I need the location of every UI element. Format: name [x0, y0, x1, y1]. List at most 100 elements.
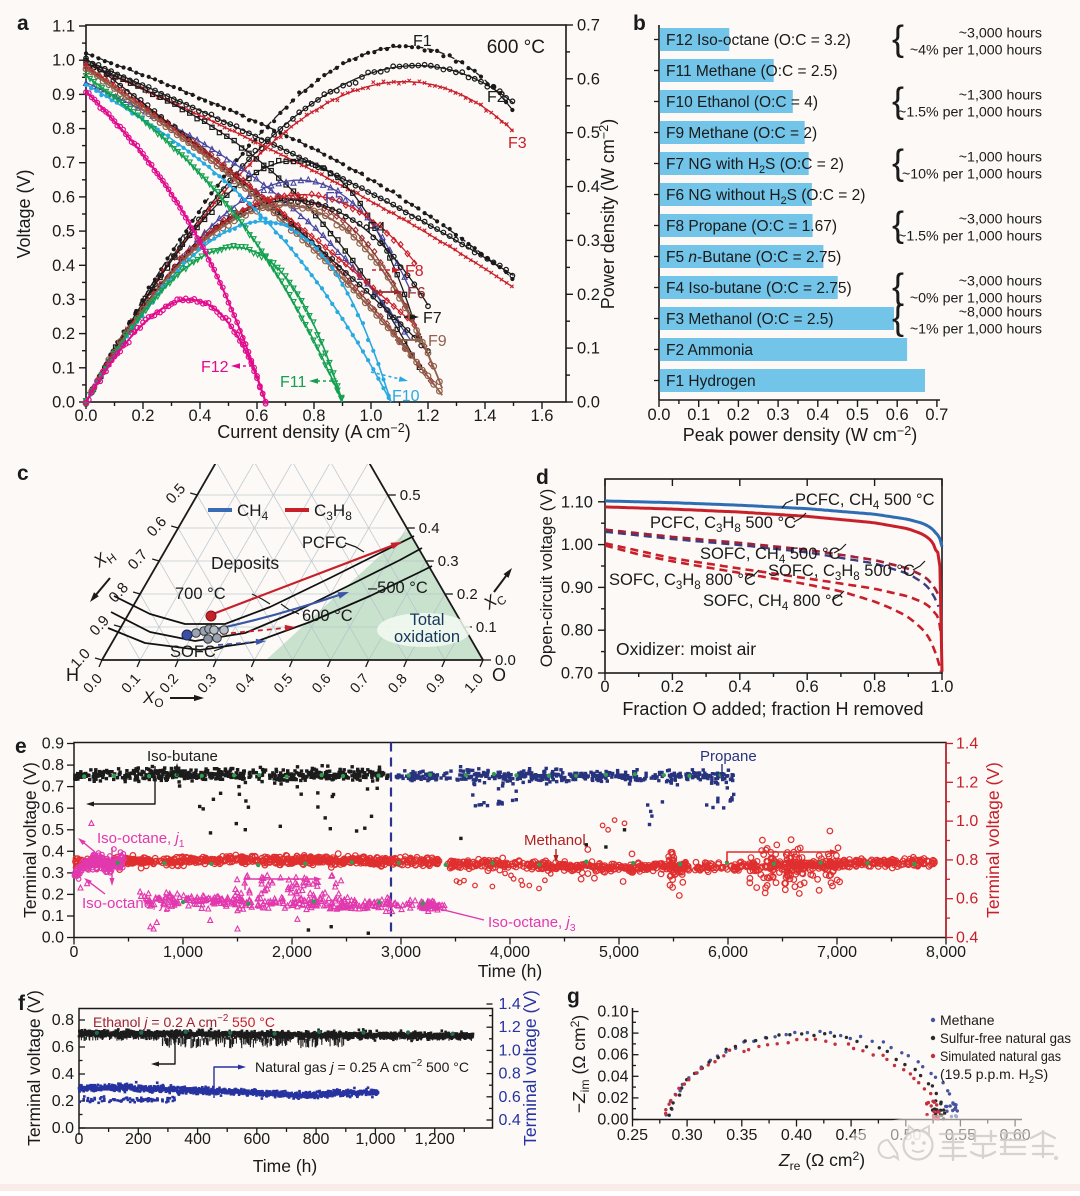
svg-text:F9 Methane (O:C = 2): F9 Methane (O:C = 2) [666, 125, 817, 142]
svg-text:0.2: 0.2 [52, 325, 75, 343]
svg-text:Terminal voltage (V): Terminal voltage (V) [983, 762, 1003, 918]
svg-text:~1,000 hours: ~1,000 hours [959, 150, 1042, 166]
svg-text:550 °C: 550 °C [232, 1014, 275, 1030]
svg-text:Methanol: Methanol [524, 832, 586, 849]
svg-text:0.2: 0.2 [577, 286, 600, 304]
svg-text:0.2: 0.2 [727, 406, 750, 424]
svg-text:0.4: 0.4 [189, 407, 212, 425]
svg-text:0.8: 0.8 [499, 1066, 521, 1083]
svg-text:SOFC: SOFC [170, 643, 216, 661]
svg-text:F6: F6 [407, 285, 426, 302]
svg-text:0.6: 0.6 [499, 1089, 521, 1106]
svg-text:F5: F5 [325, 190, 344, 207]
svg-text:0.8: 0.8 [52, 120, 75, 138]
svg-text:PCFC, C3H8 500 °C: PCFC, C3H8 500 °C [650, 514, 796, 535]
svg-text:O: O [492, 665, 506, 685]
svg-text:Propane: Propane [700, 748, 757, 765]
svg-text:oxidation: oxidation [394, 628, 460, 646]
svg-text:1.0: 1.0 [499, 1042, 521, 1059]
svg-text:0.5: 0.5 [52, 223, 75, 241]
svg-text:Natural gas j = 0.25 A cm−2: Natural gas j = 0.25 A cm−2 [255, 1058, 422, 1075]
svg-text:SOFC, C3H8 800 °C: SOFC, C3H8 800 °C [609, 571, 756, 592]
svg-text:0: 0 [75, 1131, 84, 1148]
svg-text:F7: F7 [423, 310, 442, 327]
svg-text:0.10: 0.10 [597, 1004, 628, 1021]
svg-text:0.0: 0.0 [52, 1120, 74, 1137]
svg-text:0.6: 0.6 [956, 891, 978, 908]
svg-text:SOFC, CH4 800 °C: SOFC, CH4 800 °C [703, 592, 844, 613]
svg-text:1.4: 1.4 [956, 736, 978, 753]
svg-text:0.0: 0.0 [42, 930, 64, 947]
svg-text:0.7: 0.7 [925, 406, 948, 424]
svg-text:1.2: 1.2 [956, 774, 978, 791]
svg-text:0.1: 0.1 [577, 340, 600, 358]
svg-text:0.30: 0.30 [672, 1127, 703, 1144]
svg-text:0.70: 0.70 [561, 665, 593, 683]
svg-text:a: a [17, 12, 29, 35]
svg-text:1.4: 1.4 [474, 407, 497, 425]
svg-text:0.3: 0.3 [577, 232, 600, 250]
svg-text:0.3: 0.3 [438, 553, 459, 570]
svg-text:0.1: 0.1 [52, 359, 75, 377]
svg-text:0.04: 0.04 [597, 1068, 628, 1085]
svg-text:1.4: 1.4 [499, 996, 521, 1013]
svg-text:800: 800 [303, 1131, 330, 1148]
svg-text:0.2: 0.2 [42, 886, 64, 903]
svg-text:F5 n-Butane (O:C = 2.75): F5 n-Butane (O:C = 2.75) [666, 249, 841, 266]
svg-text:Time (h): Time (h) [253, 1156, 318, 1176]
svg-text:400: 400 [184, 1131, 211, 1148]
svg-text:Fraction O added; fraction H r: Fraction O added; fraction H removed [622, 699, 923, 719]
svg-text:700 °C: 700 °C [175, 585, 226, 603]
svg-text:Iso-butane: Iso-butane [147, 748, 218, 765]
svg-text:~10% per 1,000 hours: ~10% per 1,000 hours [902, 167, 1042, 183]
svg-text:0.0: 0.0 [648, 406, 671, 424]
svg-text:Simulated natural gas: Simulated natural gas [940, 1048, 1061, 1064]
svg-text:7,000: 7,000 [817, 944, 857, 961]
svg-text:~1.5% per 1,000 hours: ~1.5% per 1,000 hours [898, 105, 1042, 121]
svg-text:0.40: 0.40 [781, 1127, 812, 1144]
svg-text:F12: F12 [201, 359, 229, 376]
svg-text:0.1: 0.1 [42, 908, 64, 925]
svg-text:1.0: 1.0 [52, 52, 75, 70]
svg-text:F11 Methane (O:C = 2.5): F11 Methane (O:C = 2.5) [666, 63, 838, 80]
svg-text:0.4: 0.4 [806, 406, 829, 424]
svg-text:~3,000 hours: ~3,000 hours [959, 274, 1042, 290]
svg-text:F4: F4 [367, 220, 386, 237]
svg-text:0.0: 0.0 [75, 407, 98, 425]
svg-text:1.10: 1.10 [561, 493, 593, 511]
svg-text:~4% per 1,000 hours: ~4% per 1,000 hours [910, 43, 1042, 59]
svg-text:F4 Iso-butane (O:C = 2.75): F4 Iso-butane (O:C = 2.75) [666, 280, 852, 297]
svg-text:−Zim (Ω cm2): −Zim (Ω cm2) [568, 1015, 592, 1114]
svg-text:0.7: 0.7 [52, 154, 75, 172]
svg-text:SOFC, C3H8 500 °C: SOFC, C3H8 500 °C [768, 562, 915, 583]
svg-text:Deposits: Deposits [211, 553, 279, 573]
svg-text:3,000: 3,000 [381, 944, 421, 961]
svg-text:0.6: 0.6 [796, 678, 819, 696]
svg-text:Terminal voltage (V): Terminal voltage (V) [24, 990, 44, 1146]
svg-text:600: 600 [243, 1131, 270, 1148]
svg-text:500 °C: 500 °C [426, 1059, 469, 1075]
svg-text:0.5: 0.5 [42, 822, 64, 839]
svg-text:F1: F1 [413, 33, 432, 50]
svg-text:~3,000 hours: ~3,000 hours [959, 26, 1042, 42]
svg-text:d: d [536, 466, 549, 489]
svg-text:Time (h): Time (h) [478, 961, 543, 981]
svg-text:0.8: 0.8 [956, 852, 978, 869]
svg-text:0.8: 0.8 [863, 678, 886, 696]
svg-text:0.9: 0.9 [42, 736, 64, 753]
svg-text:1.2: 1.2 [417, 407, 440, 425]
svg-text:0.0: 0.0 [577, 394, 600, 412]
svg-text:F3: F3 [508, 135, 527, 152]
svg-text:Open-circuit voltage (V): Open-circuit voltage (V) [537, 489, 556, 668]
svg-text:0.25: 0.25 [617, 1127, 648, 1144]
svg-text:g: g [567, 985, 580, 1008]
svg-text:1.1: 1.1 [52, 18, 75, 36]
svg-text:0.2: 0.2 [457, 586, 478, 603]
svg-text:0.7: 0.7 [42, 779, 64, 796]
svg-text:0.35: 0.35 [726, 1127, 757, 1144]
svg-text:0.08: 0.08 [597, 1025, 628, 1042]
svg-text:0.8: 0.8 [52, 1012, 74, 1029]
svg-text:0.1: 0.1 [687, 406, 710, 424]
svg-text:Peak power density (W cm−2): Peak power density (W cm−2) [683, 424, 917, 445]
svg-text:0.4: 0.4 [52, 257, 75, 275]
